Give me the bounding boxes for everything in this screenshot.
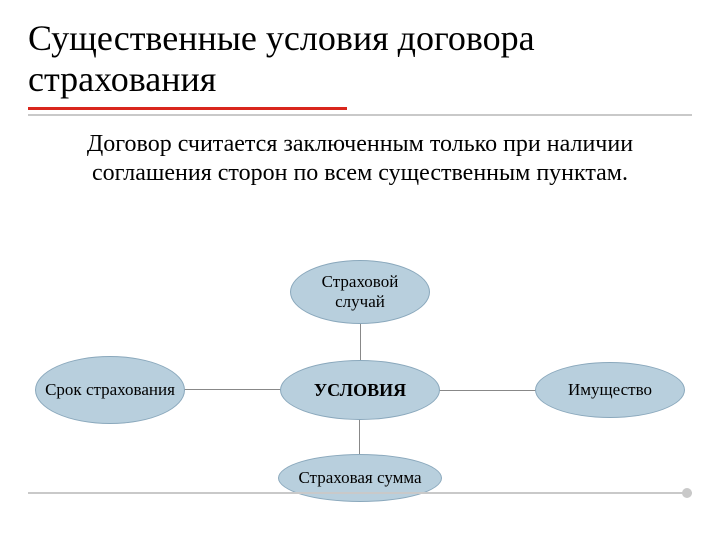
- node-left: Срок страхования: [35, 356, 185, 424]
- node-left-label: Срок страхования: [45, 380, 175, 400]
- node-center: УСЛОВИЯ: [280, 360, 440, 420]
- slide: Существенные условия договора страховани…: [0, 0, 720, 540]
- footer-rule: [28, 492, 692, 494]
- conditions-diagram: УСЛОВИЯ Страховой случай Срок страховани…: [0, 260, 720, 520]
- node-bottom-label: Страховая сумма: [298, 468, 421, 488]
- node-bottom: Страховая сумма: [278, 454, 442, 502]
- slide-title: Существенные условия договора страховани…: [28, 18, 692, 101]
- footer-dot-icon: [682, 488, 692, 498]
- node-center-label: УСЛОВИЯ: [314, 380, 406, 401]
- node-top: Страховой случай: [290, 260, 430, 324]
- accent-rule: [28, 107, 347, 110]
- node-top-label: Страховой случай: [295, 272, 425, 311]
- divider-rule: [28, 114, 692, 116]
- node-right-label: Имущество: [568, 380, 652, 400]
- slide-subtitle: Договор считается заключенным только при…: [28, 130, 692, 194]
- node-right: Имущество: [535, 362, 685, 418]
